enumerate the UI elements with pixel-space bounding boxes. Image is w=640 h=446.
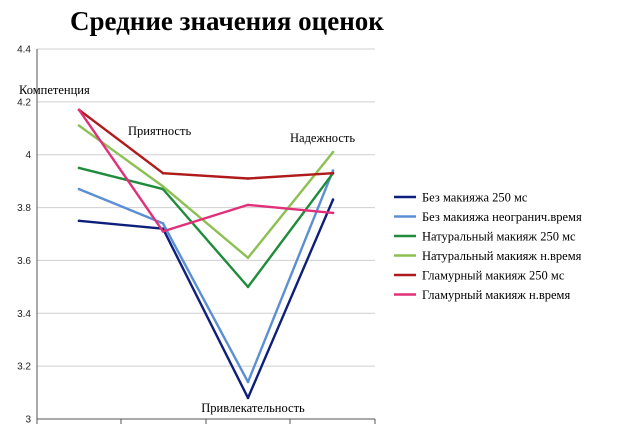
- y-tick-label: 4.4: [17, 45, 31, 56]
- legend-label: Натуральный макияж н.время: [422, 249, 582, 263]
- legend-label: Без макияжа 250 мс: [422, 190, 528, 204]
- y-tick-label: 3.2: [17, 362, 31, 373]
- series-line: [78, 199, 335, 400]
- category-label: Компетенция: [19, 83, 90, 97]
- category-label: Привлекательность: [201, 401, 305, 415]
- category-label: Приятность: [128, 124, 191, 138]
- series-line: [78, 170, 335, 384]
- chart-title: Средние значения оценок: [70, 6, 384, 36]
- data-point: [246, 396, 250, 400]
- series-line: [78, 108, 334, 180]
- y-tick-label: 4: [25, 150, 31, 161]
- y-tick-label: 4.2: [17, 97, 31, 108]
- data-point: [331, 171, 335, 175]
- data-point: [246, 177, 250, 180]
- series-line: [78, 109, 334, 233]
- data-point: [161, 222, 165, 225]
- y-tick-label: 3.6: [17, 256, 31, 267]
- y-tick-label: 3.4: [17, 309, 31, 320]
- legend-label: Натуральный макияж 250 мс: [422, 229, 576, 243]
- legend-label: Без макияжа неогранич.время: [422, 210, 582, 224]
- y-tick-label: 3.8: [17, 203, 31, 214]
- y-tick-label: 3: [25, 415, 31, 426]
- legend-label: Гламурный макияж н.время: [422, 288, 570, 302]
- data-point: [331, 211, 335, 215]
- series-line: [78, 166, 334, 289]
- data-point: [331, 198, 335, 201]
- legend-label: Гламурный макияж 250 мс: [422, 268, 565, 282]
- data-point: [246, 380, 250, 384]
- category-label: Надежность: [290, 131, 355, 145]
- data-point: [161, 185, 165, 188]
- data-point: [161, 171, 165, 175]
- data-point: [77, 108, 81, 112]
- series-line: [78, 124, 334, 259]
- data-point: [77, 187, 81, 191]
- data-point: [77, 124, 81, 127]
- data-point: [331, 169, 335, 172]
- data-point: [246, 285, 250, 289]
- data-point: [246, 256, 250, 260]
- data-point: [77, 166, 81, 170]
- data-point: [246, 203, 250, 207]
- data-point: [161, 230, 165, 233]
- data-point: [77, 219, 81, 223]
- data-point: [331, 150, 335, 154]
